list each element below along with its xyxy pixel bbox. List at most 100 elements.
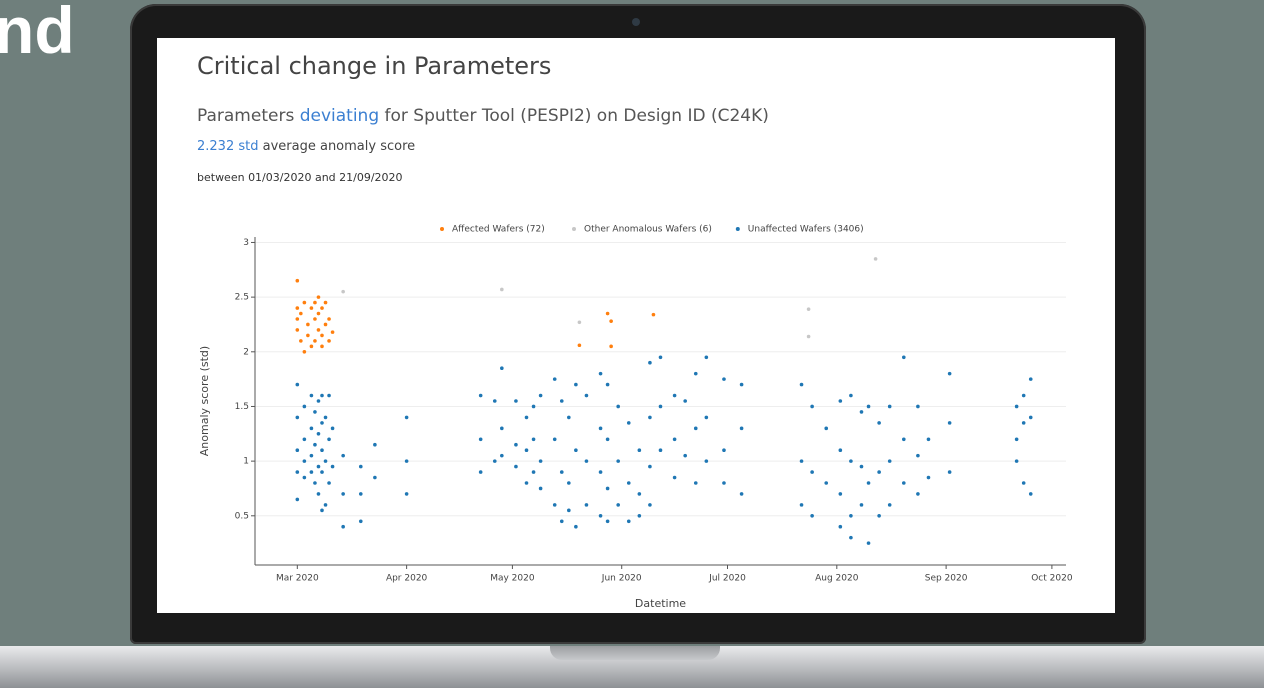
data-point <box>606 487 610 491</box>
data-point <box>313 301 317 305</box>
data-point <box>299 339 303 343</box>
data-point <box>902 437 906 441</box>
data-point <box>609 319 613 323</box>
data-point <box>839 448 843 452</box>
data-point <box>627 421 631 425</box>
data-point <box>525 481 529 485</box>
data-point <box>303 476 307 480</box>
data-point <box>849 536 853 540</box>
data-point <box>627 481 631 485</box>
data-point <box>1029 416 1033 420</box>
data-point <box>539 487 543 491</box>
data-point <box>303 459 307 463</box>
data-point <box>722 481 726 485</box>
data-point <box>327 481 331 485</box>
data-point <box>874 257 878 261</box>
data-point <box>320 306 324 310</box>
y-tick-label: 1 <box>243 457 249 467</box>
data-point <box>532 437 536 441</box>
data-point <box>359 465 363 469</box>
data-point <box>705 355 709 359</box>
data-point <box>839 399 843 403</box>
legend-label: Affected Wafers (72) <box>452 225 545 235</box>
data-point <box>1022 481 1026 485</box>
legend-symbol <box>572 227 576 231</box>
data-point <box>606 519 610 523</box>
data-point <box>683 454 687 458</box>
data-point <box>606 312 610 316</box>
data-point <box>320 421 324 425</box>
data-point <box>303 350 307 354</box>
data-point <box>306 323 310 327</box>
data-point <box>616 503 620 507</box>
data-point <box>902 355 906 359</box>
data-point <box>1022 421 1026 425</box>
data-point <box>313 410 317 414</box>
data-point <box>606 383 610 387</box>
data-point <box>740 427 744 431</box>
data-point <box>500 366 504 370</box>
data-point <box>317 312 321 316</box>
data-point <box>800 459 804 463</box>
data-point <box>694 372 698 376</box>
data-point <box>652 313 656 317</box>
data-point <box>341 290 345 294</box>
data-point <box>310 470 314 474</box>
data-point <box>525 416 529 420</box>
data-point <box>705 459 709 463</box>
data-point <box>638 492 642 496</box>
data-point <box>514 465 518 469</box>
data-point <box>867 405 871 409</box>
data-point <box>317 465 321 469</box>
data-point <box>916 492 920 496</box>
data-point <box>599 427 603 431</box>
data-point <box>327 317 331 321</box>
data-point <box>320 394 324 398</box>
data-point <box>648 503 652 507</box>
data-point <box>327 394 331 398</box>
data-point <box>331 330 335 334</box>
data-point <box>927 437 931 441</box>
data-point <box>303 301 307 305</box>
y-axis-title: Anomaly score (std) <box>198 346 211 456</box>
data-point <box>839 492 843 496</box>
data-point <box>310 394 314 398</box>
data-point <box>659 405 663 409</box>
data-point <box>532 405 536 409</box>
data-point <box>888 405 892 409</box>
data-point <box>849 514 853 518</box>
data-point <box>574 448 578 452</box>
data-point <box>296 306 300 310</box>
data-point <box>532 470 536 474</box>
data-point <box>578 320 582 324</box>
data-point <box>585 503 589 507</box>
data-point <box>320 509 324 513</box>
data-point <box>317 295 321 299</box>
data-point <box>638 448 642 452</box>
data-point <box>359 519 363 523</box>
data-point <box>599 372 603 376</box>
data-point <box>313 317 317 321</box>
data-point <box>574 525 578 529</box>
data-point <box>807 335 811 339</box>
page: nd Critical change in Parameters Paramet… <box>0 0 1264 688</box>
data-point <box>948 421 952 425</box>
x-tick-label: Mar 2020 <box>276 574 319 584</box>
chart: 0.511.522.53Mar 2020Apr 2020May 2020Jun … <box>0 0 1264 688</box>
data-point <box>839 525 843 529</box>
data-point <box>659 448 663 452</box>
data-point <box>324 503 328 507</box>
data-point <box>800 383 804 387</box>
y-tick-label: 2.5 <box>235 293 249 303</box>
data-point <box>673 437 677 441</box>
data-point <box>359 492 363 496</box>
data-point <box>331 427 335 431</box>
data-point <box>599 514 603 518</box>
data-point <box>740 492 744 496</box>
data-point <box>310 345 314 349</box>
data-point <box>317 492 321 496</box>
data-point <box>606 437 610 441</box>
data-point <box>317 432 321 436</box>
data-point <box>673 394 677 398</box>
data-point <box>310 427 314 431</box>
